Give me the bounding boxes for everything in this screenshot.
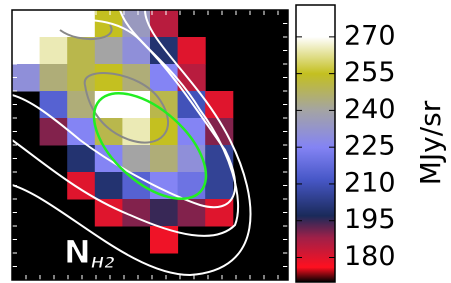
colorbar xyxy=(296,5,335,282)
map-cell xyxy=(40,64,68,92)
colorbar-tick-label: 210 xyxy=(344,167,396,198)
map-cell xyxy=(178,37,206,65)
map-cell xyxy=(95,118,123,146)
map-cell xyxy=(122,37,150,65)
map-cell xyxy=(178,64,206,92)
map-cell xyxy=(178,118,206,146)
map-cell xyxy=(95,199,123,227)
colorbar-tick-label: 180 xyxy=(344,241,396,272)
map-cell xyxy=(205,172,233,200)
colorbar-tick-label: 225 xyxy=(344,131,396,162)
map-cell xyxy=(178,172,206,200)
map-cell xyxy=(178,199,206,227)
map-cell xyxy=(95,37,123,65)
colorbar-label: MJy/sr xyxy=(414,100,447,185)
map-cell xyxy=(150,226,178,254)
colorbar-tick-label: 240 xyxy=(344,94,396,125)
map-cell xyxy=(150,145,178,173)
map-cell xyxy=(40,37,68,65)
map-cell xyxy=(122,145,150,173)
map-cell xyxy=(40,118,68,146)
colorbar-tick-label: 195 xyxy=(344,204,396,235)
chart: NH2 MJy/sr 180195210225240255270 xyxy=(0,0,451,283)
colorbar-tick-label: 270 xyxy=(344,20,396,51)
map-cell xyxy=(67,64,95,92)
map-cell xyxy=(67,37,95,65)
map-cell xyxy=(67,10,95,38)
map-cell xyxy=(150,199,178,227)
map-cell xyxy=(95,64,123,92)
colorbar-tick-label: 255 xyxy=(344,57,396,88)
map-cell xyxy=(95,172,123,200)
map-cell xyxy=(40,91,68,119)
